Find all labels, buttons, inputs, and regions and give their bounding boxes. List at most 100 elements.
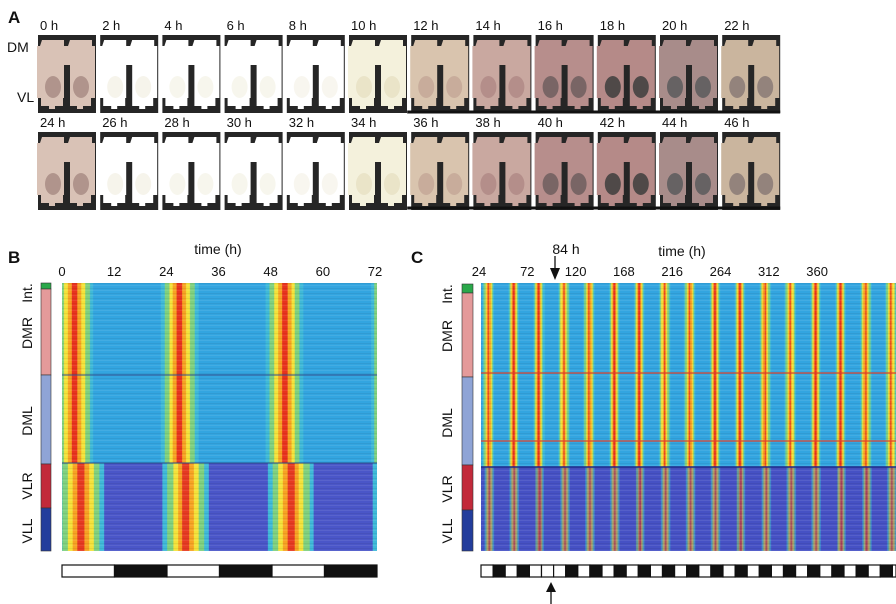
region-bar	[40, 288, 52, 376]
time-label: 6 h	[227, 18, 245, 33]
light-period-segment	[673, 564, 688, 578]
region-label: VLR	[19, 472, 35, 499]
tick-label: 264	[710, 264, 732, 279]
region-label: Int.	[439, 284, 455, 303]
light-period-segment	[891, 564, 896, 578]
region-label: VLR	[439, 475, 455, 502]
brain-slice-thumbnail	[161, 132, 221, 210]
panel-c-axis-title: time (h)	[658, 243, 705, 259]
light-period-segment	[552, 564, 567, 578]
light-period-segment	[528, 564, 543, 578]
brain-slice-thumbnail	[348, 35, 407, 113]
brain-slice-thumbnail	[99, 35, 159, 113]
dark-period-segment	[661, 564, 676, 578]
dark-period-segment	[218, 564, 273, 578]
tick-label: 168	[613, 264, 635, 279]
tick-label: 312	[758, 264, 780, 279]
time-label: 22 h	[724, 18, 749, 33]
tick-label: 72	[368, 264, 382, 279]
time-label: 0 h	[40, 18, 58, 33]
tick-label: 48	[263, 264, 277, 279]
dark-period-segment	[879, 564, 893, 578]
light-period-segment	[166, 564, 221, 578]
brain-slice-thumbnail	[99, 132, 159, 210]
time-label: 4 h	[164, 18, 182, 33]
light-period-segment	[794, 564, 809, 578]
dark-period-segment	[113, 564, 168, 578]
dark-period-segment	[807, 564, 821, 578]
region-label: VLL	[439, 518, 455, 543]
region-bar	[461, 509, 474, 552]
brain-slice-thumbnail	[223, 35, 283, 113]
region-label: DMR	[439, 320, 455, 352]
time-label: 28 h	[164, 115, 189, 130]
panel-a-image-grid: 0 h 2 h 4 h 6 h 8 h 10 h 12 h 14 h 16 h 18 h 20 h 2…	[37, 18, 781, 210]
dark-period-segment	[710, 564, 724, 578]
brain-slice-thumbnail	[37, 132, 96, 210]
region-bar	[461, 464, 474, 511]
brain-slice-thumbnail	[161, 35, 221, 113]
panel-c-ticks: 24 72 120 168 216 264 312 360	[472, 264, 828, 279]
time-label: 8 h	[289, 18, 307, 33]
time-label: 20 h	[662, 18, 687, 33]
dark-period-segment	[831, 564, 845, 578]
tick-label: 72	[520, 264, 534, 279]
panel-a-label: A	[8, 8, 20, 27]
panel-c-heatmap	[481, 283, 896, 551]
tick-label: 12	[107, 264, 121, 279]
tick-label: 60	[316, 264, 330, 279]
panel-c-region-bars: Int. DMR DML VLR VLL	[439, 283, 474, 552]
panel-c-label: C	[411, 248, 423, 267]
region-bar	[40, 374, 52, 465]
panel-b-heatmap	[62, 283, 377, 551]
region-bar	[461, 292, 474, 378]
panel-b-ticks: 0 12 24 36 48 60 72	[58, 264, 382, 279]
tick-label: 360	[806, 264, 828, 279]
tick-label: 36	[211, 264, 225, 279]
light-period-segment	[722, 564, 736, 578]
brain-slice-thumbnail	[534, 132, 594, 210]
region-label: VLL	[19, 518, 35, 543]
region-label-vl: VL	[17, 89, 34, 105]
brain-slice-thumbnail	[534, 35, 594, 113]
dark-period-segment	[492, 564, 506, 578]
light-period-segment	[504, 564, 518, 578]
region-bar	[40, 463, 52, 509]
brain-slice-thumbnail	[596, 35, 656, 113]
time-label: 32 h	[289, 115, 314, 130]
time-label: 36 h	[413, 115, 438, 130]
tick-label: 120	[565, 264, 587, 279]
brain-slice-thumbnail	[37, 35, 96, 113]
brain-slice-thumbnail	[721, 35, 781, 113]
brain-slice-thumbnail	[285, 35, 345, 113]
region-label-dm: DM	[7, 39, 29, 55]
brain-slice-thumbnail	[472, 132, 532, 210]
dark-period-segment	[686, 564, 700, 578]
time-label: 16 h	[538, 18, 563, 33]
tick-label: 216	[661, 264, 683, 279]
dark-period-segment	[637, 564, 651, 578]
time-label: 38 h	[475, 115, 500, 130]
region-bar	[461, 283, 474, 294]
time-label: 40 h	[538, 115, 563, 130]
dark-period-segment	[323, 564, 378, 578]
light-period-segment	[625, 564, 639, 578]
time-label: 14 h	[475, 18, 500, 33]
light-period-segment	[271, 564, 326, 578]
panel-b-region-bars: Int. DMR DML VLR VLL	[19, 282, 52, 552]
brain-slice-thumbnail	[472, 35, 532, 113]
panel-b-label: B	[8, 248, 20, 267]
time-label: 12 h	[413, 18, 438, 33]
dark-period-segment	[613, 564, 627, 578]
brain-slice-thumbnail	[410, 132, 470, 210]
light-period-segment	[843, 564, 857, 578]
brain-slice-thumbnail	[596, 132, 656, 210]
tick-label: 24	[159, 264, 173, 279]
panel-c-marker-label: 84 h	[552, 241, 579, 257]
dark-period-segment	[589, 564, 603, 578]
time-label: 24 h	[40, 115, 65, 130]
brain-slice-thumbnail	[348, 132, 407, 210]
region-bar	[461, 376, 474, 466]
brain-slice-thumbnail	[410, 35, 470, 113]
